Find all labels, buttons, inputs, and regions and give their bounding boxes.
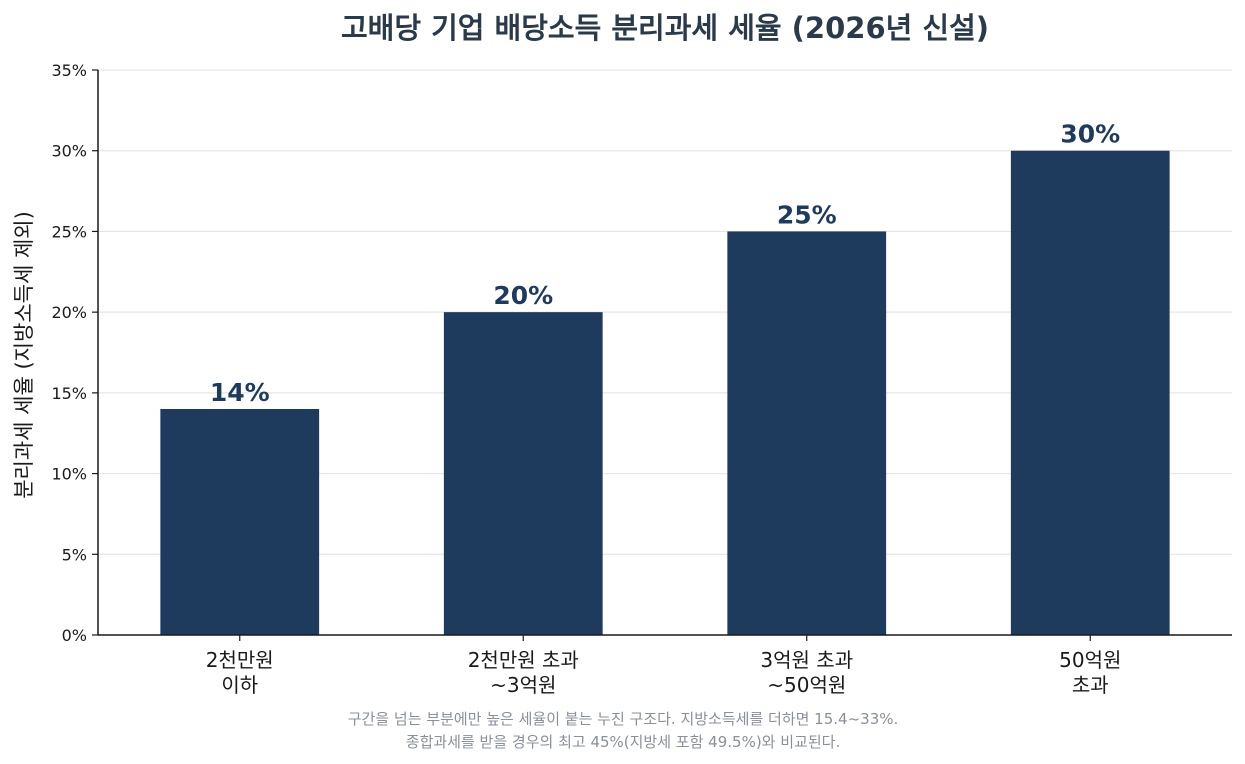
bar xyxy=(1010,150,1170,635)
note-line-2: 종합과세를 받을 경우의 최고 45%(지방세 포함 49.5%)와 비교된다. xyxy=(406,733,840,751)
bar-value-label: 25% xyxy=(777,200,837,229)
y-tick-label: 25% xyxy=(51,222,87,241)
chart-title: 고배당 기업 배당소득 분리과세 세율 (2026년 신설) xyxy=(341,11,989,45)
y-tick-label: 5% xyxy=(62,545,87,564)
bar xyxy=(160,409,320,635)
y-tick-label: 35% xyxy=(51,61,87,80)
x-ticks: 2천만원 이하 2천만원 초과 ~3억원 3억원 초과 ~50억원 50억원 초과 xyxy=(206,635,1121,697)
note-line-1: 구간을 넘는 부분에만 높은 세율이 붙는 누진 구조다. 지방소득세를 더하면… xyxy=(348,710,899,728)
y-axis-label: 분리과세 세율 (지방소득세 제외) xyxy=(12,211,36,499)
bar xyxy=(443,312,603,635)
x-tick-label: 3억원 초과 ~50억원 xyxy=(760,648,853,697)
y-ticks: 0% 5% 10% 15% 20% 25% 30% 35% xyxy=(51,61,98,645)
x-tick-label: 2천만원 초과 ~3억원 xyxy=(468,648,579,697)
data-labels: 14% 20% 25% 30% xyxy=(210,120,1120,407)
bar-value-label: 30% xyxy=(1060,120,1120,149)
axes xyxy=(97,70,1232,636)
bars xyxy=(160,150,1170,635)
bar-value-label: 14% xyxy=(210,378,270,407)
bar-value-label: 20% xyxy=(493,281,553,310)
bar xyxy=(727,231,887,635)
x-tick-label: 2천만원 이하 xyxy=(206,648,274,697)
y-tick-label: 20% xyxy=(51,303,87,322)
y-tick-label: 0% xyxy=(62,626,87,645)
x-tick-label: 50억원 초과 xyxy=(1059,648,1121,697)
y-tick-label: 30% xyxy=(51,142,87,161)
y-tick-label: 15% xyxy=(51,384,87,403)
y-tick-label: 10% xyxy=(51,465,87,484)
